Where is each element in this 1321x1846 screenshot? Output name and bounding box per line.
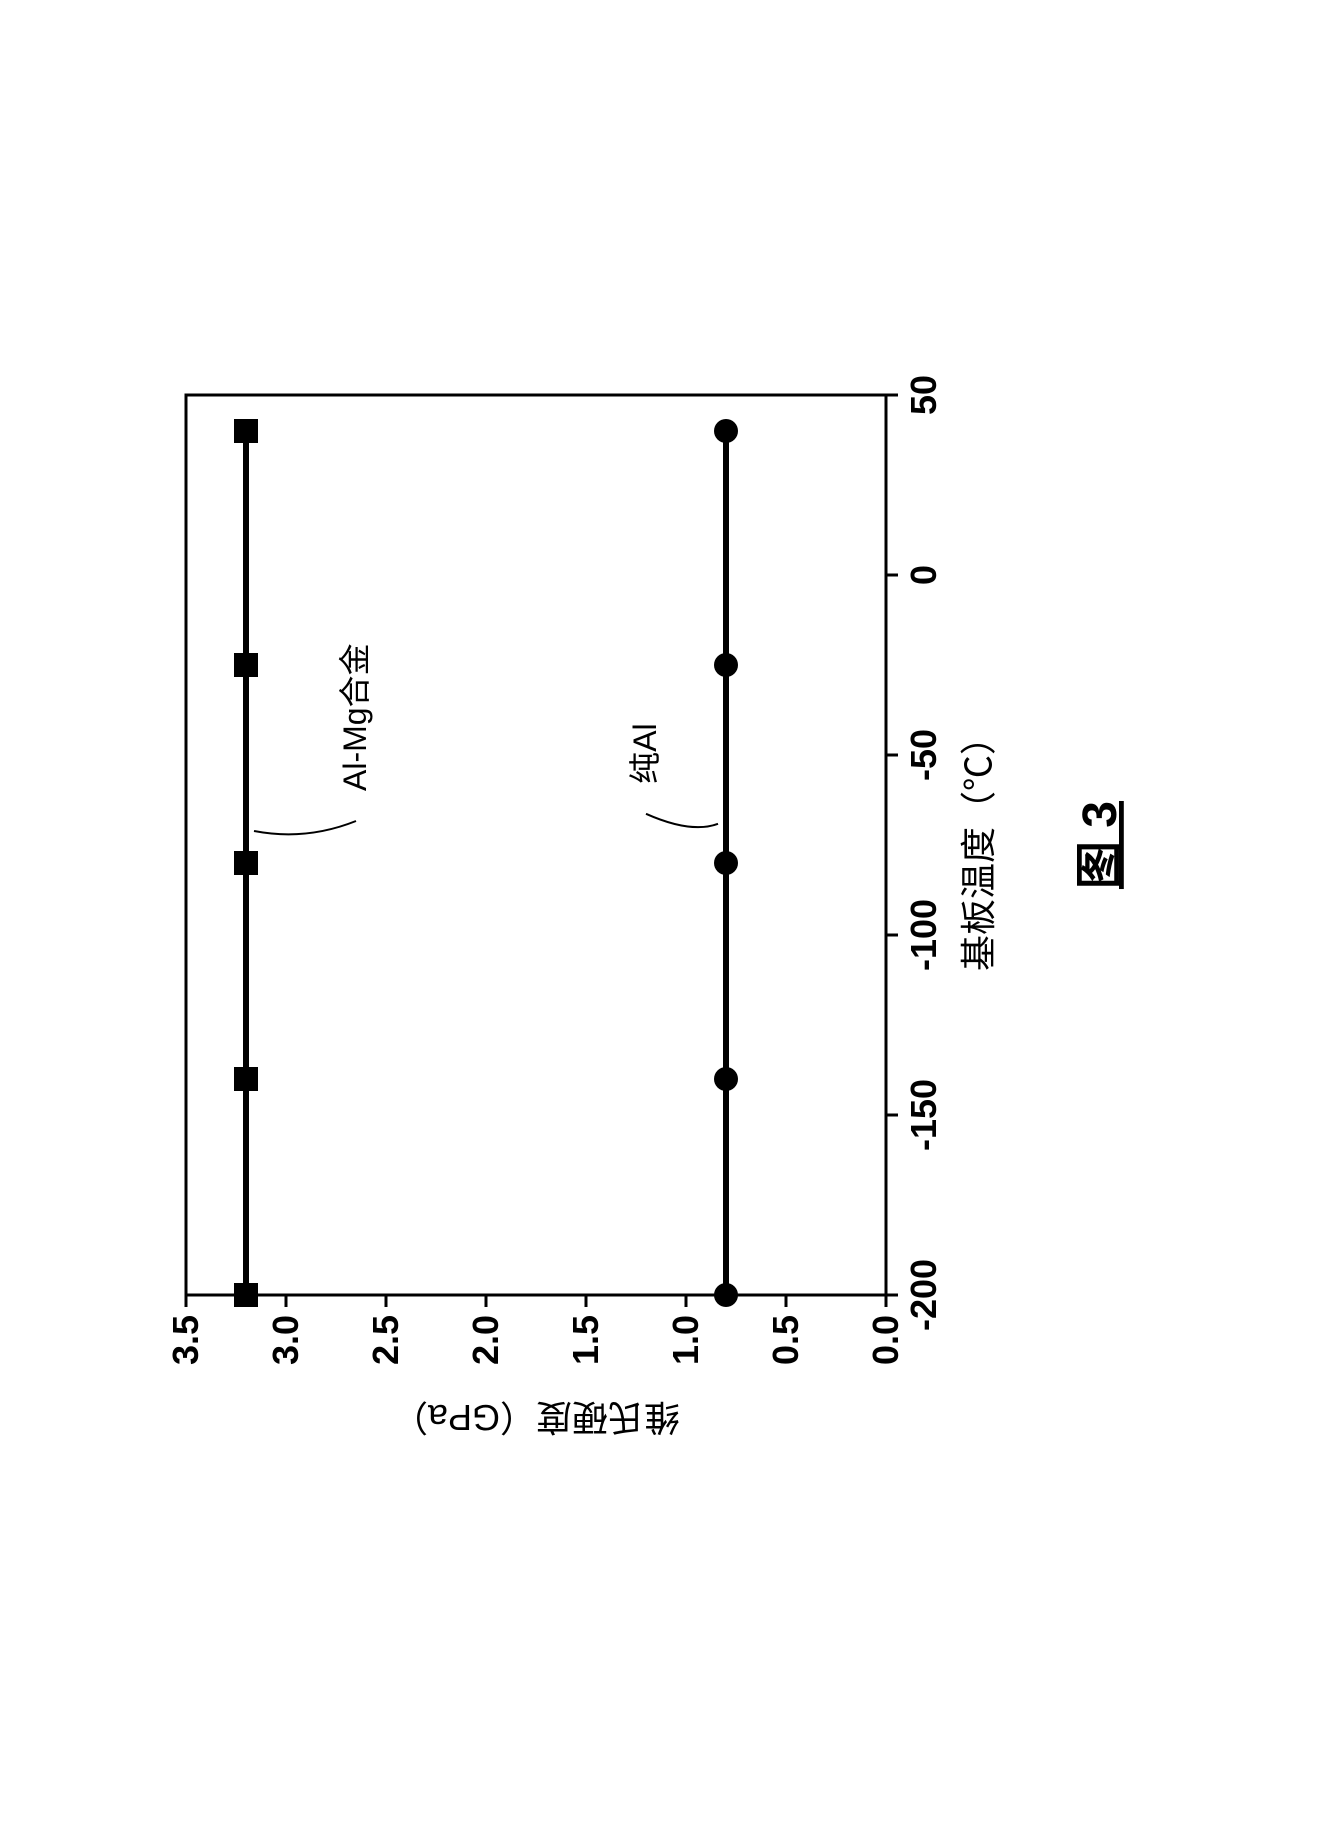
x-tick-label: -200: [903, 1259, 944, 1331]
plot-area: [186, 395, 886, 1295]
y-tick-label: 1.5: [565, 1315, 606, 1365]
series-label: Al-Mg合金: [337, 643, 373, 791]
x-tick-label: -50: [903, 729, 944, 781]
y-tick-label: 2.0: [465, 1315, 506, 1365]
x-tick-label: 50: [903, 375, 944, 415]
x-tick-label: -150: [903, 1079, 944, 1151]
x-tick-label: -100: [903, 899, 944, 971]
marker-square: [234, 1067, 258, 1091]
y-tick-label: 0.0: [865, 1315, 906, 1365]
series-label: 纯Al: [627, 723, 663, 783]
x-tick-label: 0: [903, 565, 944, 585]
y-tick-label: 0.5: [765, 1315, 806, 1365]
marker-square: [234, 419, 258, 443]
y-axis-label: 维氏硬度（GPa）: [391, 1397, 679, 1438]
chart-svg: -200 -150 -100 -50 0 50 0.0 0.5 1.0 1.5 2.0 2.5 3.0 3…: [156, 345, 1166, 1445]
x-axis-label: 基板温度（℃）: [958, 719, 999, 971]
chart-container: -200 -150 -100 -50 0 50 0.0 0.5 1.0 1.5 2.0 2.5 3.0 3…: [156, 245, 1166, 1445]
y-tick-label: 1.0: [665, 1315, 706, 1365]
marker-square: [234, 653, 258, 677]
y-tick-label: 2.5: [365, 1315, 406, 1365]
y-tick-label: 3.5: [165, 1315, 206, 1365]
figure-label: 图 3: [1074, 801, 1127, 889]
y-tick-label: 3.0: [265, 1315, 306, 1365]
marker-square: [234, 851, 258, 875]
marker-square: [234, 1283, 258, 1307]
